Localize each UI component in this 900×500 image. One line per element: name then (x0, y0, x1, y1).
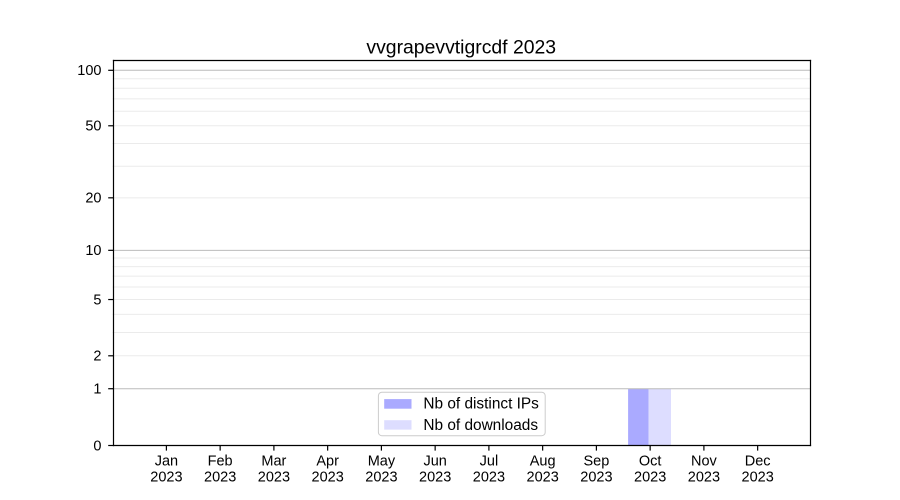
svg-text:0: 0 (93, 438, 101, 454)
svg-text:2023: 2023 (150, 469, 182, 485)
svg-text:Jan: Jan (155, 453, 178, 469)
svg-text:2023: 2023 (204, 469, 236, 485)
svg-text:Sep: Sep (583, 453, 609, 469)
svg-text:1: 1 (93, 382, 101, 398)
svg-text:2023: 2023 (580, 469, 612, 485)
svg-text:Mar: Mar (261, 453, 286, 469)
svg-text:2023: 2023 (258, 469, 290, 485)
svg-text:Feb: Feb (208, 453, 233, 469)
svg-text:10: 10 (85, 243, 101, 259)
svg-text:2: 2 (93, 349, 101, 365)
svg-text:Nov: Nov (691, 453, 718, 469)
svg-text:2023: 2023 (473, 469, 505, 485)
svg-text:2023: 2023 (365, 469, 397, 485)
svg-text:2023: 2023 (742, 469, 774, 485)
svg-text:May: May (368, 453, 396, 469)
svg-text:Nb of distinct IPs: Nb of distinct IPs (423, 395, 539, 412)
svg-text:20: 20 (85, 191, 101, 207)
svg-text:2023: 2023 (688, 469, 720, 485)
svg-text:Jun: Jun (423, 453, 446, 469)
svg-text:Oct: Oct (639, 453, 662, 469)
svg-text:Jul: Jul (480, 453, 499, 469)
svg-text:2023: 2023 (312, 469, 344, 485)
svg-text:2023: 2023 (634, 469, 666, 485)
svg-text:Nb of downloads: Nb of downloads (423, 417, 538, 434)
svg-text:100: 100 (77, 63, 101, 79)
svg-text:2023: 2023 (419, 469, 451, 485)
svg-text:5: 5 (93, 292, 101, 308)
svg-text:Aug: Aug (530, 453, 556, 469)
svg-text:Apr: Apr (316, 453, 339, 469)
svg-text:2023: 2023 (527, 469, 559, 485)
svg-text:vvgrapevvtigrcdf 2023: vvgrapevvtigrcdf 2023 (366, 37, 556, 59)
svg-text:Dec: Dec (745, 453, 771, 469)
svg-text:50: 50 (85, 119, 101, 135)
